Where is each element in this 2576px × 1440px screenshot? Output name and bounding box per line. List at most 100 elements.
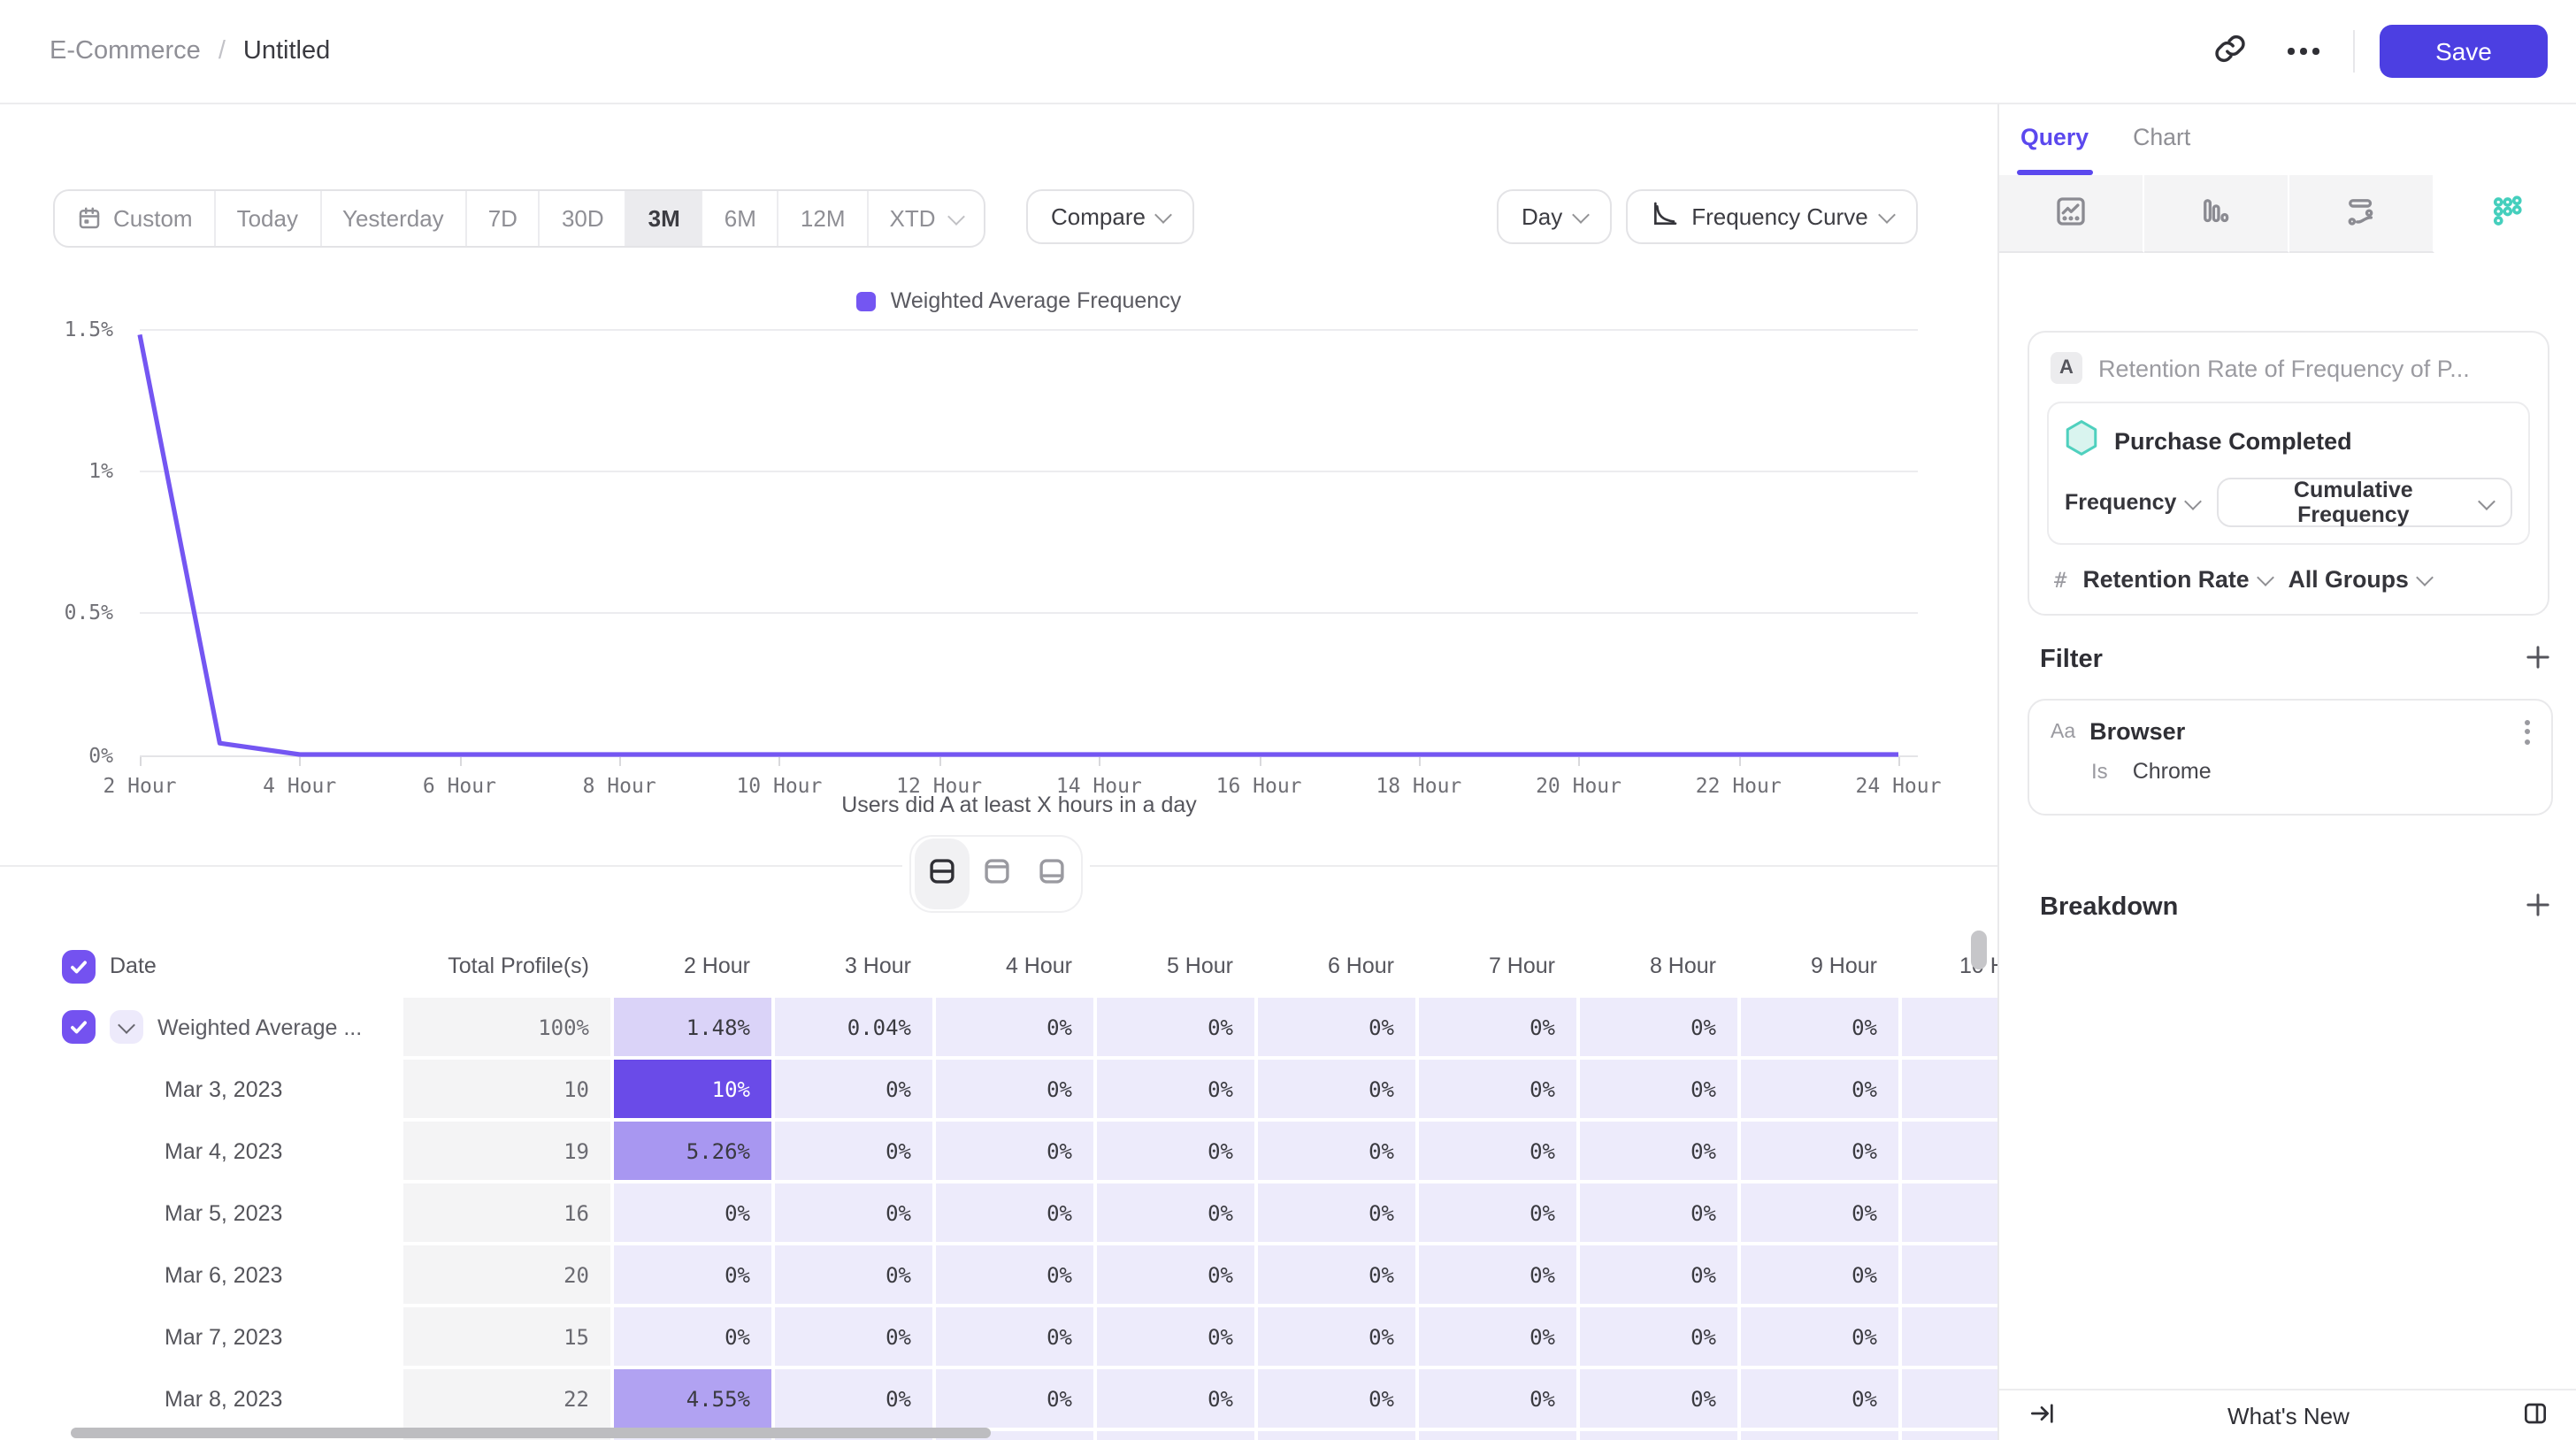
frequency-dots-tab[interactable] [2434,175,2576,253]
report-title[interactable]: Untitled [242,37,331,65]
column-header-total-profile-s-: Total Profile(s) [403,938,610,994]
total-profiles-cell: 10 [403,1060,610,1118]
bar-chart-tab[interactable] [2144,175,2289,253]
range-7d[interactable]: 7D [464,191,539,246]
table-header-row: Date Total Profile(s) 2 Hour 3 Hour 4 Hour 5 … [53,938,1997,994]
row-label-cell: Mar 4, 2023 [53,1122,400,1180]
table-vertical-scrollbar[interactable] [1971,931,1987,969]
breakdown-title: Breakdown [2040,893,2179,922]
tab-chart[interactable]: Chart [2133,124,2190,165]
row-expander[interactable] [110,1010,143,1044]
x-axis-tick [1738,756,1741,765]
select-all-checkbox[interactable] [62,949,96,983]
groups-dropdown[interactable]: All Groups [2288,566,2434,593]
add-breakdown-button[interactable] [2526,893,2549,922]
value-cell: 0% [1741,1122,1898,1180]
string-property-badge: Aa [2051,721,2076,742]
chevron-down-icon [2184,492,2203,509]
chevron-down-icon [2416,569,2434,586]
flows-icon [2342,192,2380,234]
collapse-panel-button[interactable] [2028,1398,2056,1432]
table-row: Mar 8, 2023 22 4.55% 0% 0% 0% 0% 0% 0% 0% [53,1369,1997,1428]
panel-footer: What's New [1999,1389,2576,1440]
event-name[interactable]: Purchase Completed [2114,427,2352,454]
value-cell [1902,1369,1997,1428]
split-view-button[interactable] [914,839,969,909]
filter-property[interactable]: Browser [2089,718,2186,745]
row-checkbox[interactable] [62,1010,96,1044]
range-today[interactable]: Today [213,191,319,246]
x-axis-tick-label: 10 Hour [736,772,823,797]
granularity-button[interactable]: Day [1497,189,1613,244]
chart-style-button[interactable]: Frequency Curve [1626,189,1918,244]
value-cell: 0% [775,1369,932,1428]
compare-button[interactable]: Compare [1026,189,1195,244]
value-cell: 0% [936,1369,1093,1428]
x-axis-title: Users did A at least X hours in a day [841,793,1197,817]
filter-kebab-menu[interactable] [2525,719,2530,744]
tab-query[interactable]: Query [2017,124,2092,175]
x-axis-tick [299,756,302,765]
frequency-type-dropdown[interactable]: Cumulative Frequency [2217,478,2512,527]
value-cell: 0% [1580,998,1737,1056]
x-axis-tick-label: 18 Hour [1376,772,1462,797]
table-horizontal-scrollbar[interactable] [71,1428,991,1438]
value-cell: 0% [1258,1060,1415,1118]
value-cell: 0% [775,1060,932,1118]
frequency-dropdown[interactable]: Frequency [2065,490,2203,515]
table-row: Mar 7, 2023 15 0% 0% 0% 0% 0% 0% 0% 0% [53,1307,1997,1366]
value-cell: 0% [936,1307,1093,1366]
total-profiles-cell: 20 [403,1245,610,1304]
value-cell [1258,1431,1415,1440]
range-custom[interactable]: Custom [55,191,214,246]
table-focus-button[interactable] [1024,839,1078,909]
value-cell: 0% [936,1122,1093,1180]
range-3m[interactable]: 3M [625,191,702,246]
more-options-button[interactable] [2279,27,2328,76]
step-title[interactable]: Retention Rate of Frequency of P... [2098,355,2470,381]
breadcrumb-parent[interactable]: E-Commerce [50,37,201,65]
flows-tab[interactable] [2289,175,2434,253]
save-button[interactable]: Save [2380,25,2548,78]
frequency-dots-icon [2488,193,2525,235]
split-view-icon [926,856,956,892]
range-xtd[interactable]: XTD [866,191,984,246]
value-cell: 0.04% [775,998,932,1056]
chevron-down-icon [2478,492,2496,509]
x-axis-tick-label: 16 Hour [1215,772,1302,797]
whats-new-link[interactable]: What's New [2227,1402,2350,1429]
filter-value[interactable]: Chrome [2132,759,2212,784]
copy-link-button[interactable] [2204,27,2254,76]
chart-legend[interactable]: Weighted Average Frequency [140,288,1898,313]
value-cell: 0% [1097,1060,1254,1118]
range-label: 3M [648,205,680,232]
filter-operator[interactable]: Is [2091,759,2108,784]
y-axis-tick-label: 1.5% [64,317,113,341]
column-header-6-hour: 6 Hour [1258,938,1415,994]
range-label: 12M [800,205,846,232]
value-cell: 0% [1580,1122,1737,1180]
chevron-down-icon [1877,206,1896,224]
value-cell: 0% [1097,1122,1254,1180]
add-filter-button[interactable] [2526,646,2549,674]
row-label: Mar 5, 2023 [165,1200,283,1225]
layout-panel-button[interactable] [2521,1398,2549,1432]
range-6m[interactable]: 6M [701,191,778,246]
chart-focus-button[interactable] [969,839,1024,909]
value-cell: 0% [1741,1369,1898,1428]
range-yesterday[interactable]: Yesterday [319,191,465,246]
measure-dropdown[interactable]: Retention Rate [2082,566,2275,593]
column-header-date: Date [53,938,400,994]
value-cell: 0% [1258,998,1415,1056]
query-panel: Query Chart [1997,104,2576,1440]
range-30d[interactable]: 30D [538,191,625,246]
insights-line-chart-tab[interactable] [1999,175,2144,253]
value-cell: 0% [936,1245,1093,1304]
value-cell: 0% [1419,1369,1576,1428]
value-cell: 0% [1741,998,1898,1056]
topbar-divider [2353,30,2355,73]
x-axis-tick-label: 20 Hour [1536,772,1622,797]
range-12m[interactable]: 12M [777,191,867,246]
value-cell: 0% [1097,1369,1254,1428]
table-row: Mar 4, 2023 19 5.26% 0% 0% 0% 0% 0% 0% 0% [53,1122,1997,1180]
